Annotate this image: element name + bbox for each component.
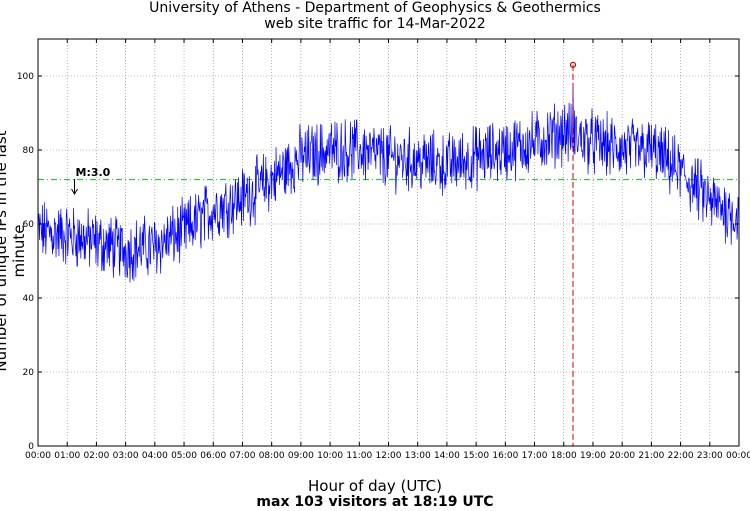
x-tick-label: 02:00 (83, 451, 109, 461)
x-tick-label: 12:00 (376, 451, 402, 461)
x-tick-label: 08:00 (259, 451, 285, 461)
max-visitors-footer: max 103 visitors at 18:19 UTC (256, 494, 494, 510)
annotation-arrow-head (71, 188, 78, 195)
x-tick-label: 09:00 (288, 451, 314, 461)
y-tick-label: 60 (23, 220, 35, 230)
x-tick-label: 00:00 (726, 451, 750, 461)
x-tick-label: 22:00 (668, 451, 694, 461)
x-tick-label: 00:00 (25, 451, 51, 461)
x-tick-label: 04:00 (142, 451, 168, 461)
x-tick-label: 11:00 (346, 451, 372, 461)
max-marker-circle (569, 61, 577, 69)
y-tick-label: 80 (23, 146, 35, 156)
x-tick-label: 01:00 (54, 451, 80, 461)
x-tick-label: 18:00 (551, 451, 577, 461)
x-tick-label: 07:00 (229, 451, 255, 461)
x-tick-label: 10:00 (317, 451, 343, 461)
x-tick-label: 16:00 (492, 451, 518, 461)
y-tick-label: 40 (23, 294, 35, 304)
x-tick-label: 23:00 (697, 451, 723, 461)
annotation-label: M:3.0 (76, 166, 111, 179)
x-tick-label: 21:00 (638, 451, 664, 461)
x-tick-label: 14:00 (434, 451, 460, 461)
x-axis-label: Hour of day (UTC) (308, 477, 442, 495)
y-tick-label: 100 (17, 72, 34, 82)
x-tick-label: 05:00 (171, 451, 197, 461)
traffic-series-line (37, 83, 740, 283)
y-tick-label: 20 (23, 368, 35, 378)
x-tick-label: 17:00 (522, 451, 548, 461)
x-tick-label: 13:00 (405, 451, 431, 461)
x-tick-label: 06:00 (200, 451, 226, 461)
x-tick-label: 19:00 (580, 451, 606, 461)
x-tick-label: 03:00 (113, 451, 139, 461)
y-tick-label: 0 (28, 442, 34, 452)
chart-title: University of Athens - Department of Geo… (149, 0, 601, 16)
x-tick-label: 15:00 (463, 451, 489, 461)
chart-subtitle: web site traffic for 14-Mar-2022 (264, 16, 486, 32)
x-tick-label: 20:00 (609, 451, 635, 461)
